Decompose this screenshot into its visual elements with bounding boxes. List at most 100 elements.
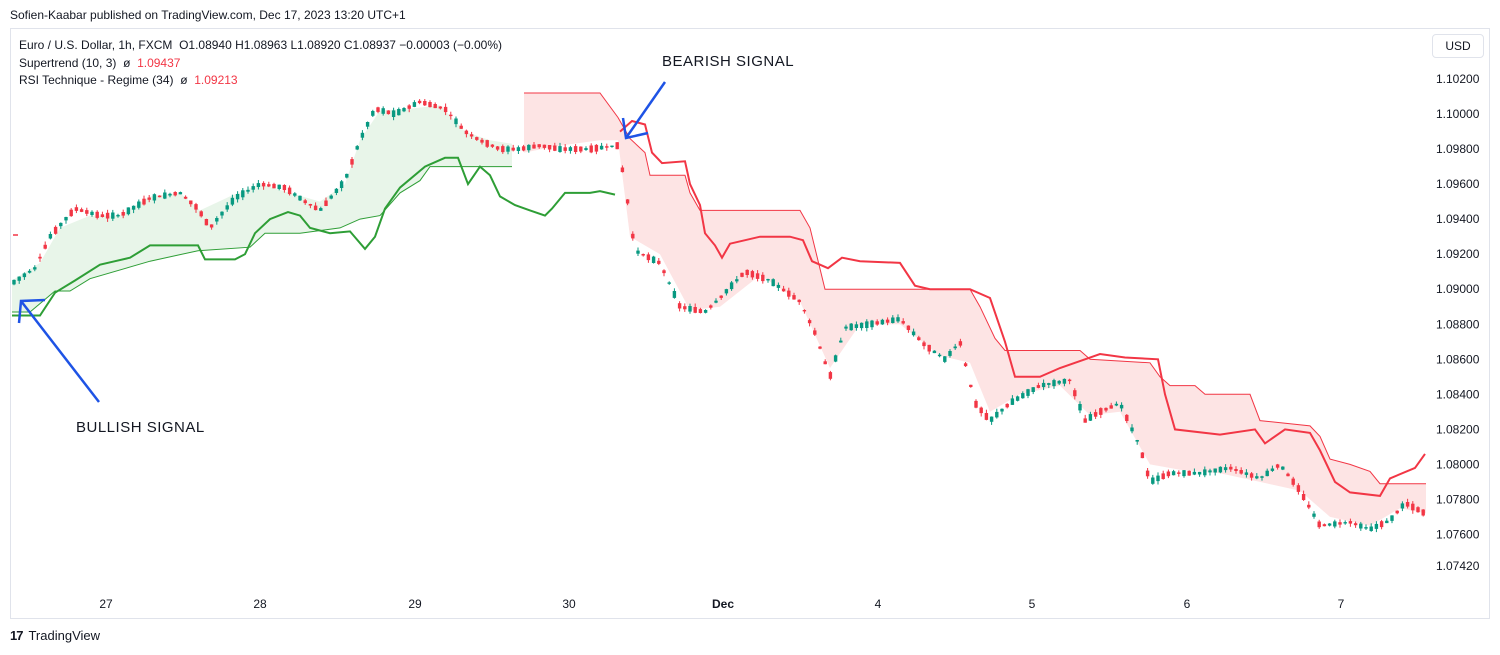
candle <box>521 144 526 152</box>
candle-body <box>1078 404 1082 411</box>
regime-bear-line <box>619 119 1426 497</box>
candle <box>230 194 235 207</box>
candle-body <box>1015 396 1020 401</box>
candle-body <box>932 350 937 354</box>
candle <box>927 344 931 355</box>
candle-body <box>1041 382 1046 388</box>
candle-body <box>974 400 978 408</box>
candle-body <box>142 198 146 205</box>
time-tick-label: 4 <box>875 597 882 611</box>
price-tick-label: 1.08400 <box>1436 387 1480 401</box>
candle-body <box>1156 475 1160 482</box>
candle-body <box>485 140 489 147</box>
candle-body <box>1234 469 1238 471</box>
candle-body <box>807 320 812 324</box>
candle <box>537 144 541 149</box>
candle-body <box>48 234 53 239</box>
candle-body <box>740 272 744 277</box>
rsi-label: RSI Technique - Regime (34) <box>19 73 174 87</box>
candle <box>553 142 557 152</box>
candle-body <box>641 254 645 256</box>
candle-body <box>948 351 952 356</box>
tradingview-logo-icon: 17 <box>10 628 24 643</box>
candle <box>381 106 385 116</box>
rsi-row[interactable]: RSI Technique - Regime (34) ø 1.09213 <box>19 72 502 90</box>
candle-body <box>1026 389 1030 396</box>
candle-body <box>59 222 63 227</box>
candle-body <box>1307 504 1311 508</box>
candle-body <box>168 193 172 196</box>
candle <box>490 144 495 148</box>
candle-body <box>651 256 656 263</box>
candle <box>17 276 21 284</box>
candle <box>48 231 53 240</box>
candle <box>1166 469 1171 479</box>
time-axis[interactable]: 27 28 29 30 Dec 4 5 6 7 <box>99 597 1344 611</box>
candle <box>74 204 79 214</box>
candle-body <box>74 207 79 211</box>
candle-body <box>1062 378 1067 384</box>
candle-body <box>69 209 73 217</box>
candle <box>605 143 609 151</box>
candle <box>859 322 864 331</box>
candle-body <box>844 326 848 329</box>
supertrend-row[interactable]: Supertrend (10, 3) ø 1.09437 <box>19 55 502 73</box>
candle <box>319 206 323 211</box>
candle-body <box>969 384 973 387</box>
candle-body <box>1343 522 1347 524</box>
eye-icon[interactable]: ø <box>180 73 188 87</box>
symbol-row[interactable]: Euro / U.S. Dollar, 1h, FXCM O1.08940 H1… <box>19 37 502 55</box>
candle <box>1203 466 1207 478</box>
candle <box>147 195 151 203</box>
candle-body <box>792 295 796 300</box>
candle <box>599 142 604 150</box>
candle-body <box>365 122 370 127</box>
candle-body <box>1151 477 1155 484</box>
candle-body <box>511 147 515 151</box>
candle <box>53 225 58 235</box>
candle <box>1177 470 1181 477</box>
candle-body <box>1338 522 1342 525</box>
candle <box>293 192 297 198</box>
candle <box>183 195 188 200</box>
candle-body <box>979 407 983 414</box>
candle <box>979 406 983 417</box>
candle <box>735 276 739 284</box>
candle-body <box>750 271 755 278</box>
candle <box>698 307 703 314</box>
bearish-arrow-head <box>621 117 649 140</box>
candle-body <box>1057 380 1061 384</box>
candle-body <box>272 183 276 189</box>
candle <box>1400 501 1405 512</box>
candle <box>282 184 287 193</box>
price-axis[interactable]: 1.10200 1.10000 1.09800 1.09600 1.09400 1.092… <box>1436 72 1480 573</box>
chart-legend: Euro / U.S. Dollar, 1h, FXCM O1.08940 H1… <box>19 37 502 90</box>
candle <box>407 104 411 113</box>
candle-body <box>1119 404 1124 409</box>
candle <box>1093 409 1098 419</box>
candle <box>1411 501 1415 514</box>
candle-body <box>854 324 859 328</box>
supertrend-label: Supertrend (10, 3) <box>19 55 117 70</box>
candle-body <box>475 137 479 140</box>
candle-body <box>527 144 531 151</box>
candle-body <box>1291 478 1295 485</box>
candle-body <box>901 321 905 324</box>
candle-body <box>105 212 110 219</box>
candle <box>334 188 339 196</box>
price-tick-label: 1.10000 <box>1436 107 1480 121</box>
candle <box>672 288 677 299</box>
eye-icon[interactable]: ø <box>123 55 131 70</box>
candle <box>371 109 375 117</box>
candle-body <box>43 244 47 249</box>
candle <box>797 299 801 305</box>
candle-body <box>828 372 833 379</box>
candle-body <box>1083 418 1087 423</box>
candle-body <box>157 195 162 198</box>
candle-body <box>1177 472 1181 474</box>
candle <box>480 138 484 145</box>
candle <box>984 409 989 421</box>
candle <box>854 321 859 331</box>
currency-button[interactable]: USD <box>1432 34 1484 58</box>
